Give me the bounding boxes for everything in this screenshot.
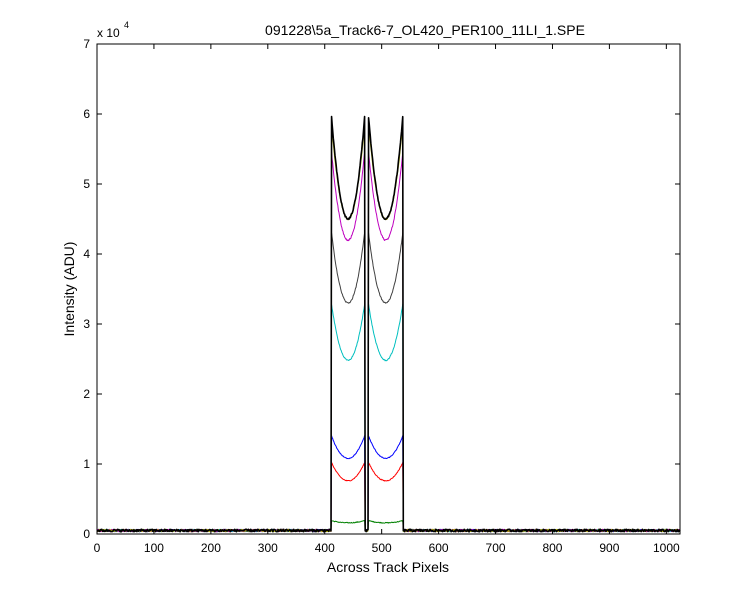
x-tick-label: 500 <box>372 541 392 555</box>
y-axis-multiplier-exponent: 4 <box>124 20 129 30</box>
plot-area: 0 100 200 300 400 500 600 700 800 900 1000 0 1 2 3 4 5 6… <box>83 37 681 555</box>
x-tick-label: 300 <box>258 541 278 555</box>
x-axis-label: Across Track Pixels <box>327 559 449 575</box>
y-tick-label: 4 <box>83 247 90 261</box>
x-tick-label: 1000 <box>653 541 680 555</box>
chart-title: 091228\5a_Track6-7_OL420_PER100_11LI_1.S… <box>265 22 585 38</box>
y-tick-label: 5 <box>83 177 90 191</box>
x-tick-label: 900 <box>599 541 619 555</box>
x-tick-label: 100 <box>144 541 164 555</box>
x-axis-ticks: 0 100 200 300 400 500 600 700 800 900 1000 <box>94 44 680 555</box>
y-axis-label: Intensity (ADU) <box>61 242 77 337</box>
series-layer <box>96 115 681 533</box>
y-tick-label: 1 <box>83 457 90 471</box>
y-tick-label: 0 <box>83 527 90 541</box>
x-tick-label: 400 <box>315 541 335 555</box>
x-tick-label: 600 <box>429 541 449 555</box>
y-tick-label: 6 <box>83 107 90 121</box>
x-tick-label: 800 <box>542 541 562 555</box>
axes-background <box>97 44 680 534</box>
y-tick-label: 7 <box>83 37 90 51</box>
x-tick-label: 200 <box>201 541 221 555</box>
y-tick-label: 2 <box>83 387 90 401</box>
x-tick-label: 0 <box>94 541 101 555</box>
y-tick-label: 3 <box>83 317 90 331</box>
y-axis-ticks: 0 1 2 3 4 5 6 7 <box>83 37 680 541</box>
series-line <box>96 115 681 533</box>
axes-frame <box>96 43 681 535</box>
x-tick-label: 700 <box>486 541 506 555</box>
y-axis-multiplier: x 10 <box>97 26 120 40</box>
